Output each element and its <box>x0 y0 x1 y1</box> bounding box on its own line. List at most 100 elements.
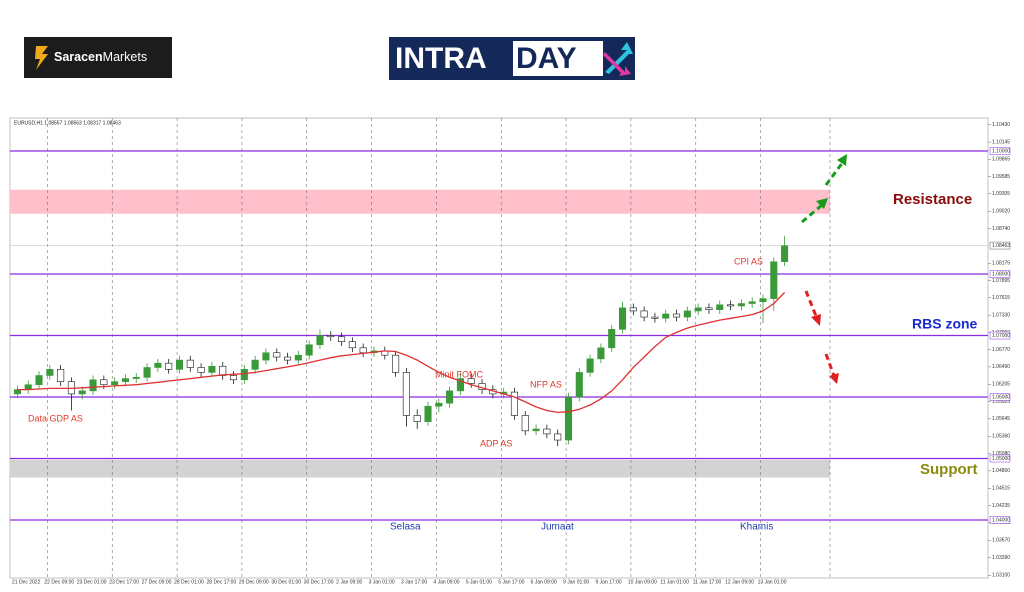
candle-body <box>651 316 659 319</box>
logo-arrow-down <box>603 52 631 76</box>
event-label: CPI AS <box>734 256 763 266</box>
candle-body <box>111 381 119 386</box>
candle-body <box>424 405 432 422</box>
candle-body <box>402 372 410 416</box>
candle-body <box>327 335 335 338</box>
plot-frame <box>9 117 989 579</box>
event-label: Data GDP AS <box>28 413 83 423</box>
candle-body <box>629 307 637 312</box>
broker-logo: SaracenMarkets <box>24 37 172 78</box>
candle-body <box>359 347 367 354</box>
x-tick-label: 29 Dec 09:00 <box>239 579 269 585</box>
arrows <box>801 154 847 384</box>
arrow-up-2 <box>824 161 845 186</box>
level-label: 1.06000 <box>992 394 1010 400</box>
broker-icon <box>35 46 48 70</box>
candle-body <box>262 352 270 361</box>
candle-body <box>154 362 162 368</box>
arrow-head <box>811 314 821 326</box>
level-box <box>989 516 1011 524</box>
candle-body <box>121 378 130 382</box>
candle-body <box>705 307 713 310</box>
candle-body <box>338 336 346 342</box>
candle-body <box>273 352 281 358</box>
candle-body <box>618 307 627 330</box>
candle-body <box>316 335 324 346</box>
level-box <box>989 331 1011 340</box>
x-tick-label: 21 Dec 2022 <box>12 579 41 585</box>
candle-body <box>186 359 194 368</box>
candle-body <box>770 261 778 299</box>
event-label: Minit FOMC <box>435 369 483 379</box>
candle-body <box>781 245 789 263</box>
event-label: NFP AS <box>530 379 562 389</box>
x-tick-label: 2 Jan 09:00 <box>336 579 362 585</box>
y-tick-label: 1.03390 <box>992 555 1010 561</box>
y-tick-label: 1.08175 <box>992 261 1010 267</box>
y-tick-label: 1.06205 <box>992 382 1010 388</box>
candle-body <box>283 356 292 361</box>
level-label: 1.08000 <box>992 271 1010 277</box>
candle-body <box>435 402 443 407</box>
candle-body <box>208 365 216 373</box>
candle-body <box>716 304 724 310</box>
candle-body <box>446 390 454 404</box>
level-box <box>989 454 1011 463</box>
moving-average <box>17 292 786 414</box>
x-tick-label: 11 Jan 01:00 <box>660 579 689 585</box>
candle-body <box>132 377 140 379</box>
candle-body <box>586 358 594 373</box>
y-tick-label: 1.09585 <box>992 174 1010 180</box>
day-label: Jumaat <box>541 522 574 533</box>
candle-body <box>219 365 227 376</box>
candle-body <box>672 313 681 318</box>
candle-body <box>392 354 400 373</box>
broker-name-b: Markets <box>103 50 147 64</box>
y-tick-label: 1.03670 <box>992 538 1010 544</box>
candle-body <box>662 313 670 319</box>
x-tick-label: 12 Jan 09:00 <box>725 579 754 585</box>
candle-body <box>510 391 519 416</box>
y-tick-label: 1.04515 <box>992 486 1010 492</box>
rbs-label: RBS zone <box>912 316 978 332</box>
candle-body <box>294 354 302 361</box>
broker-name-a: Saracen <box>54 50 103 64</box>
y-tick-label: 1.05080 <box>992 451 1010 457</box>
candle-body <box>13 389 21 395</box>
candle-body <box>305 344 313 356</box>
x-tick-label: 23 Dec 17:00 <box>109 579 139 585</box>
symbol-header: EURUSD,H1 1.08557 1.08563 1.08317 1.0846… <box>14 120 121 126</box>
intraday-logo-box <box>513 41 603 76</box>
candle-body <box>89 379 97 392</box>
arrow-head <box>829 373 839 384</box>
candle-body <box>100 379 108 386</box>
x-tick-label: 11 Jan 17:00 <box>693 579 722 585</box>
level-box <box>989 147 1011 155</box>
x-tick-label: 6 Jan 09:00 <box>531 579 557 585</box>
y-tick-label: 1.03100 <box>992 573 1010 579</box>
y-tick-label: 1.06770 <box>992 347 1010 353</box>
level-label: 1.10000 <box>992 148 1010 154</box>
y-tick-label: 1.08740 <box>992 226 1010 232</box>
candle-body <box>737 303 745 307</box>
y-tick-label: 1.09020 <box>992 209 1010 215</box>
x-tick-label: 10 Jan 09:00 <box>628 579 657 585</box>
level-label: 1.05000 <box>992 456 1010 462</box>
current-price-label: 1.08463 <box>992 243 1010 249</box>
x-tick-label: 3 Jan 01:00 <box>369 579 395 585</box>
y-tick-label: 1.05360 <box>992 434 1010 440</box>
x-tick-label: 3 Jan 17:00 <box>401 579 427 585</box>
x-tick-label: 13 Jan 01:00 <box>758 579 787 585</box>
logo-intra: INTRA <box>395 42 487 75</box>
arrow-head <box>837 154 847 166</box>
broker-name: SaracenMarkets <box>54 50 147 64</box>
candle-body <box>694 307 702 312</box>
x-tick-label: 28 Dec 01:00 <box>174 579 204 585</box>
candle-body <box>413 415 421 422</box>
event-label: ADP AS <box>480 438 512 448</box>
support-label: Support <box>920 461 978 478</box>
x-tick-label: 5 Jan 01:00 <box>466 579 492 585</box>
candle-body <box>57 369 65 382</box>
candle-body <box>564 396 573 441</box>
